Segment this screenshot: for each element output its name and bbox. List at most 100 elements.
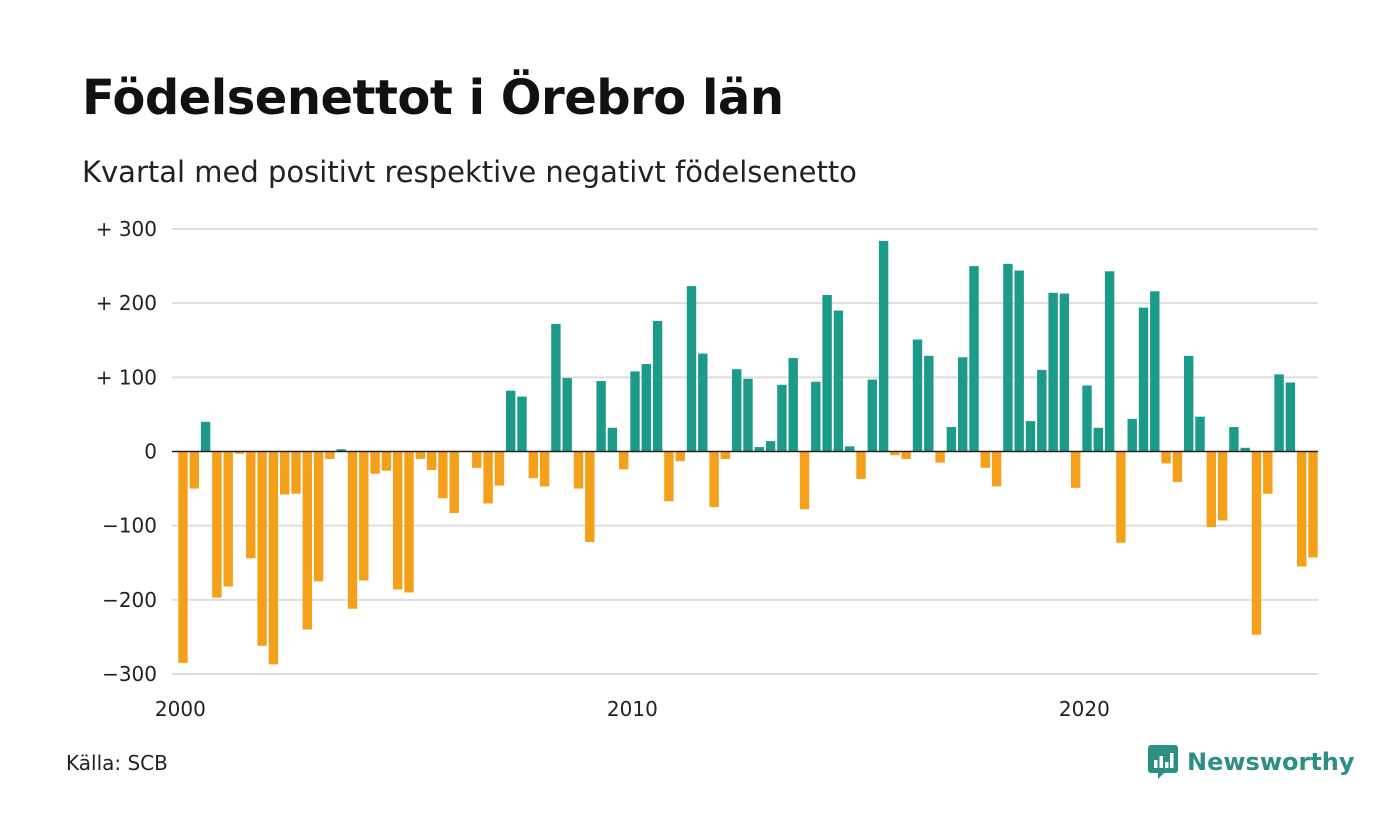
bar-2021-q4: [1161, 451, 1171, 464]
bar-2007-q1: [494, 451, 505, 486]
newsworthy-logo-icon: [1148, 745, 1178, 779]
bar-2004-q3: [381, 451, 392, 471]
bar-2021-q3: [1150, 291, 1160, 452]
bar-2024-q2: [1274, 374, 1284, 452]
y-axis-ticks: + 300 + 200 + 100 0 −100 −200 −300: [96, 217, 157, 686]
bar-2015-q2: [867, 379, 877, 452]
bar-2020-q4: [1116, 451, 1126, 543]
bar-2021-q1: [1127, 418, 1137, 452]
bar-2019-q1: [1037, 369, 1047, 452]
bar-2002-q1: [268, 451, 279, 665]
bar-2018-q4: [1025, 421, 1036, 452]
bar-2005-q2: [415, 451, 425, 459]
bar-2012-q1: [720, 451, 731, 459]
bar-2021-q2: [1138, 307, 1149, 452]
bar-2002-q2: [280, 451, 290, 495]
bar-2023-q3: [1240, 447, 1250, 452]
bar-2010-q1: [630, 371, 640, 452]
bar-2017-q3: [969, 266, 979, 452]
bar-2000-q1: [178, 451, 188, 663]
chart-title: Födelsenettot i Örebro län: [82, 70, 784, 126]
bar-2007-q4: [528, 451, 538, 479]
x-tick-label: 2000: [155, 697, 206, 721]
bar-2011-q4: [709, 451, 719, 508]
x-tick-label: 2010: [607, 697, 658, 721]
bar-2013-q3: [788, 358, 798, 452]
bar-2015-q3: [878, 240, 889, 452]
bar-2017-q2: [958, 357, 968, 452]
bar-2015-q4: [890, 451, 900, 456]
bar-2008-q1: [539, 451, 550, 487]
bar-2008-q4: [573, 451, 584, 489]
bar-2012-q2: [732, 369, 742, 452]
bar-2017-q4: [980, 451, 990, 468]
bar-2023-q2: [1229, 427, 1239, 452]
bar-2016-q3: [924, 355, 934, 452]
bar-2013-q1: [765, 441, 776, 452]
bar-2014-q2: [822, 295, 832, 452]
bar-2007-q2: [506, 390, 516, 452]
bar-2007-q3: [517, 396, 527, 452]
bar-2011-q2: [686, 286, 697, 452]
bar-2016-q2: [912, 339, 923, 452]
bar-2022-q4: [1206, 451, 1216, 528]
bar-2001-q1: [223, 451, 233, 587]
bar-2014-q1: [811, 381, 821, 452]
bar-2011-q3: [698, 353, 708, 452]
brand-name: Newsworthy: [1187, 748, 1355, 776]
bar-2004-q2: [370, 451, 380, 474]
bar-2009-q2: [596, 381, 606, 452]
bar-2005-q1: [404, 451, 414, 593]
bar-2006-q3: [472, 451, 482, 468]
chart-subtitle: Kvartal med positivt respektive negativt…: [82, 155, 857, 189]
bar-2001-q4: [257, 451, 267, 646]
bar-2014-q4: [845, 446, 855, 452]
bar-2003-q3: [336, 449, 346, 452]
bar-2024-q4: [1297, 451, 1307, 567]
bar-2003-q4: [347, 451, 358, 609]
bar-2009-q1: [585, 451, 595, 542]
bar-2000-q4: [212, 451, 222, 598]
bar-2019-q3: [1059, 293, 1070, 452]
bar-2011-q1: [675, 451, 685, 462]
bar-2013-q4: [799, 451, 810, 510]
bar-2010-q2: [641, 363, 651, 452]
bar-2000-q2: [189, 451, 199, 489]
bar-2002-q3: [291, 451, 301, 494]
bar-2010-q3: [652, 320, 663, 452]
y-tick-label: + 200: [96, 291, 157, 315]
bar-2022-q3: [1195, 416, 1205, 452]
bar-2025-q1: [1308, 451, 1318, 558]
bar-2004-q1: [359, 451, 369, 581]
bar-2012-q4: [754, 447, 764, 452]
bar-2015-q1: [856, 451, 866, 479]
bar-2008-q3: [562, 378, 572, 452]
y-tick-label: + 100: [96, 365, 157, 389]
bar-2003-q2: [325, 451, 335, 459]
bar-2023-q4: [1251, 451, 1262, 635]
bar-2018-q1: [991, 451, 1002, 487]
bar-2014-q3: [833, 310, 844, 452]
x-axis-ticks: 2000 2010 2020: [155, 697, 1110, 721]
bar-2001-q2: [234, 451, 245, 454]
bar-2009-q3: [607, 427, 618, 452]
bar-2005-q4: [438, 451, 448, 499]
y-tick-label: + 300: [96, 217, 157, 241]
bars: [178, 240, 1318, 665]
bar-2022-q2: [1184, 355, 1194, 452]
bar-2020-q2: [1093, 427, 1103, 452]
bar-2000-q3: [200, 421, 211, 452]
bar-2003-q1: [313, 451, 324, 582]
x-tick-label: 2020: [1059, 697, 1110, 721]
bar-2018-q2: [1003, 263, 1013, 452]
bar-2016-q4: [935, 451, 945, 463]
bar-2024-q3: [1285, 382, 1296, 452]
y-tick-label: 0: [144, 440, 157, 464]
y-tick-label: −200: [102, 588, 157, 612]
bar-2006-q1: [449, 451, 459, 514]
y-tick-label: −300: [102, 662, 157, 686]
gridlines: [172, 228, 1318, 675]
y-tick-label: −100: [102, 514, 157, 538]
bar-2019-q2: [1048, 292, 1058, 452]
bar-2024-q1: [1263, 451, 1273, 494]
